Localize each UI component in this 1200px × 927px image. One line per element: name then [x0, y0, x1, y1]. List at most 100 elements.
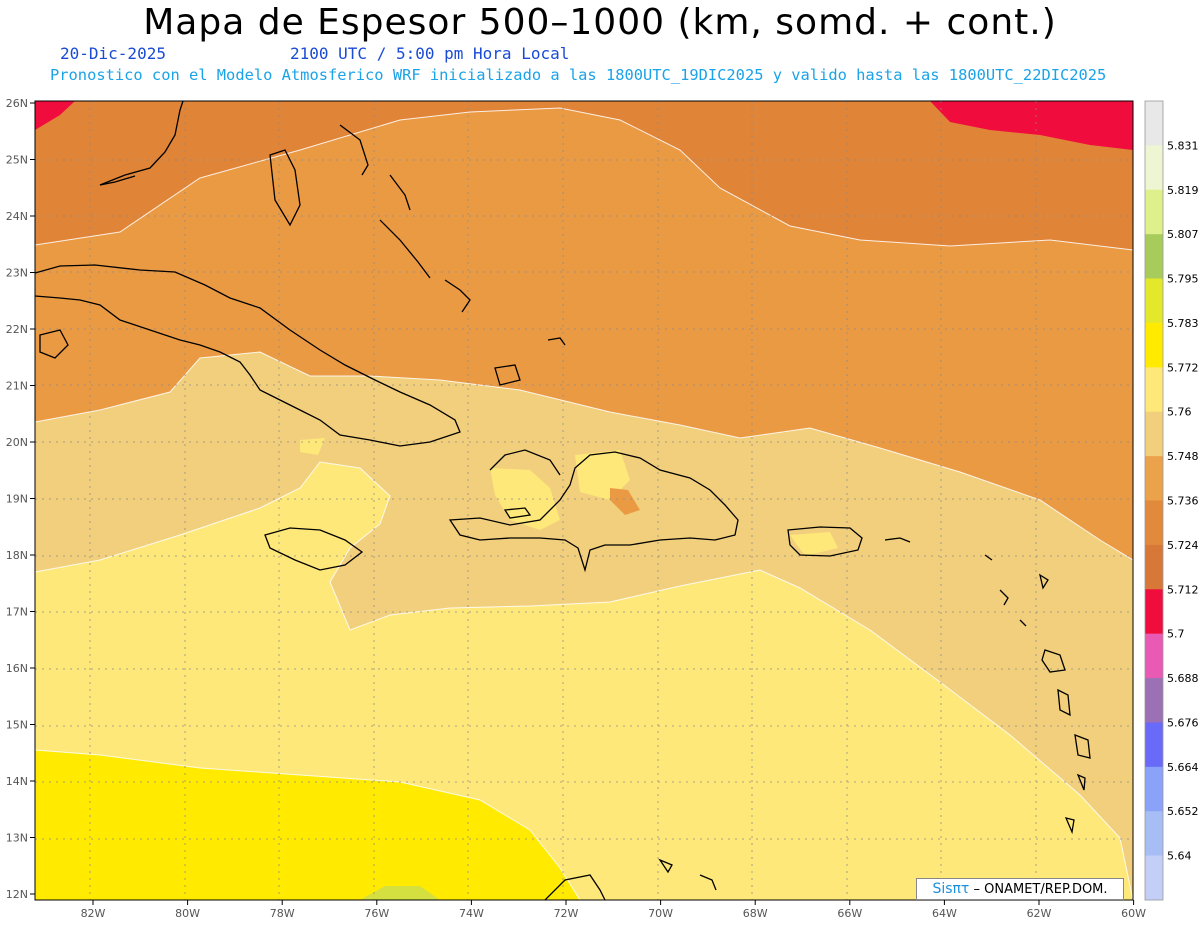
map-title: Mapa de Espesor 500–1000 (km, somd. + co… — [143, 2, 1057, 43]
sispi-logo-text: Sisπτ — [932, 881, 970, 897]
florida-coast — [99, 101, 184, 186]
lon-label: 76W — [364, 907, 389, 920]
forecast-date: 20-Dic-2025 — [60, 44, 166, 63]
forecast-time: 2100 UTC / 5:00 pm Hora Local — [290, 44, 570, 63]
lon-label: 82W — [81, 907, 106, 920]
bahamas-cat — [389, 174, 411, 211]
venezuela-coast — [544, 874, 606, 900]
colorbar-swatch — [1145, 722, 1163, 768]
colorbar-label: 5.712 — [1167, 583, 1199, 596]
turks-caicos — [547, 337, 566, 346]
colorbar-swatch — [1145, 411, 1163, 457]
leeward-1 — [984, 554, 993, 561]
lat-label: 23N — [6, 267, 28, 280]
band-5700-nw — [35, 101, 75, 130]
haiti-north — [489, 449, 561, 476]
colorbar-swatch — [1145, 234, 1163, 279]
cuba-coast — [35, 264, 461, 447]
colorbar-swatch — [1145, 101, 1163, 146]
lat-label: 21N — [6, 380, 28, 393]
credit-box: Sisπτ – ONAMET/REP.DOM. — [916, 878, 1124, 900]
colorbar-label: 5.7 — [1167, 628, 1185, 641]
curacao — [658, 858, 673, 874]
lat-label: 14N — [6, 775, 28, 788]
lon-label: 70W — [648, 907, 673, 920]
colorbar-label: 5.831 — [1167, 139, 1199, 152]
lon-label: 80W — [175, 907, 200, 920]
lesser-antilles-guadeloupe — [1041, 649, 1066, 673]
hispaniola — [448, 451, 739, 573]
colorbar-label: 5.795 — [1167, 273, 1199, 286]
pr-pocket — [790, 532, 838, 556]
lat-label: 16N — [6, 662, 28, 675]
puerto-rico — [787, 526, 863, 557]
colorbar-swatch — [1145, 367, 1163, 413]
barbados — [1064, 817, 1075, 835]
colorbar-swatch — [1145, 544, 1163, 590]
latitude-labels: 26N 25N 24N 23N 22N 21N 20N 19N 18N 17N 16N 15N 14N 1… — [6, 97, 35, 901]
florida-keys — [99, 175, 136, 186]
lat-label: 20N — [6, 436, 28, 449]
lat-label: 26N — [6, 97, 28, 110]
colorbar-swatch — [1145, 189, 1163, 235]
colorbar-label: 5.76 — [1167, 406, 1192, 419]
colorbar-swatch — [1145, 278, 1163, 324]
colorbar-label: 5.652 — [1167, 805, 1199, 818]
colorbar-swatch — [1145, 766, 1163, 812]
lat-label: 25N — [6, 154, 28, 167]
colorbar-swatch — [1145, 855, 1163, 901]
bahamas-andros — [269, 149, 301, 227]
cuba-tongue — [300, 438, 325, 455]
band-5700-ne — [930, 101, 1133, 150]
isla-juventud — [39, 329, 69, 359]
colorbar-label: 5.736 — [1167, 495, 1199, 508]
band-5772 — [35, 750, 580, 900]
colorbar-swatch — [1145, 456, 1163, 501]
colorbar-swatch — [1145, 145, 1163, 191]
lat-label: 24N — [6, 210, 28, 223]
colorbar-label: 5.783 — [1167, 317, 1199, 330]
colorbar-swatch — [1145, 678, 1163, 723]
lon-label: 72W — [554, 907, 579, 920]
colorbar: 5.831 5.819 5.807 5.795 5.783 5.772 5.76 5.748 5… — [1144, 100, 1199, 901]
lat-label: 17N — [6, 606, 28, 619]
lon-label: 66W — [837, 907, 862, 920]
lon-label: 62W — [1027, 907, 1052, 920]
lon-label: 60W — [1121, 907, 1146, 920]
colorbar-label: 5.64 — [1167, 850, 1192, 863]
bahamas-exuma — [379, 219, 431, 279]
hispaniola-orange — [610, 488, 640, 515]
leeward-2 — [999, 589, 1009, 606]
colorbar-label: 5.664 — [1167, 761, 1199, 774]
colorbar-swatch — [1145, 633, 1163, 679]
lesser-antilles-1 — [1039, 573, 1049, 590]
band-5783 — [360, 886, 440, 900]
colorbar-swatch — [1145, 589, 1163, 634]
graticule — [35, 101, 1133, 900]
colorbar-label: 5.688 — [1167, 672, 1199, 685]
lon-label: 78W — [270, 907, 295, 920]
colorbar-swatch — [1145, 811, 1163, 856]
bahamas-eleuthera — [339, 124, 369, 176]
lat-label: 13N — [6, 832, 28, 845]
hispaniola-pocket-2 — [575, 450, 630, 500]
colorbar-label: 5.676 — [1167, 716, 1199, 729]
virgin-isl — [884, 537, 911, 543]
colorbar-label: 5.819 — [1167, 184, 1199, 197]
credit-text: – ONAMET/REP.DOM. — [973, 882, 1108, 897]
colorbar-border — [1144, 100, 1164, 901]
lat-label: 18N — [6, 549, 28, 562]
leeward-3 — [1019, 619, 1027, 627]
colorbar-label: 5.748 — [1167, 450, 1199, 463]
lat-label: 22N — [6, 323, 28, 336]
colorbar-swatch — [1145, 500, 1163, 546]
aruba — [699, 874, 717, 891]
lon-label: 68W — [743, 907, 768, 920]
colorbar-label: 5.772 — [1167, 361, 1199, 374]
lesser-antilles-stlucia — [1076, 773, 1086, 791]
longitude-labels: 82W 80W 78W 76W 74W 72W 70W 68W 66W 64W 62W 60W — [81, 900, 1146, 920]
lesser-antilles-dominica — [1057, 688, 1071, 717]
model-info-line: Pronostico con el Modelo Atmosferico WRF… — [50, 66, 1107, 84]
lat-label: 19N — [6, 493, 28, 506]
